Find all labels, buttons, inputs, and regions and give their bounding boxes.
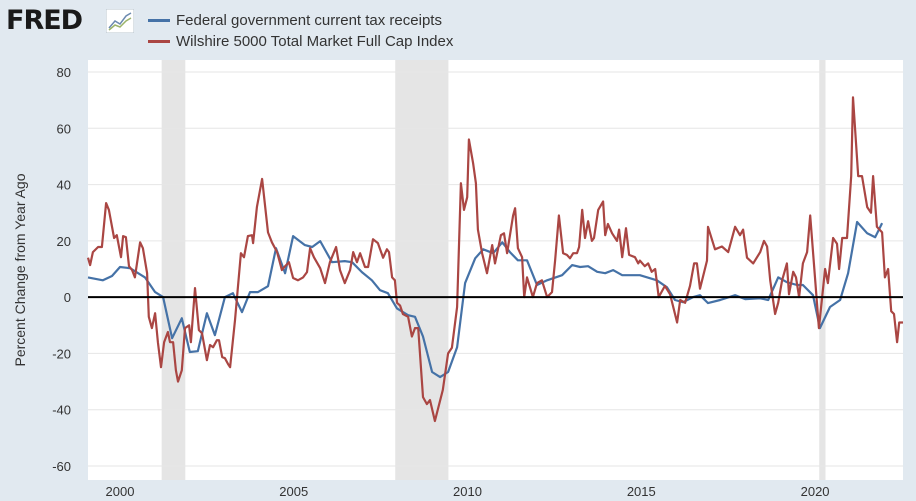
legend-swatch-red	[148, 40, 170, 43]
fred-logo-graph-icon	[106, 9, 134, 33]
y-tick-label: 0	[64, 290, 71, 305]
plot-area	[88, 60, 903, 480]
y-tick-label: 20	[57, 234, 71, 249]
fred-logo[interactable]: FRED	[6, 5, 83, 36]
legend-label: Wilshire 5000 Total Market Full Cap Inde…	[176, 33, 454, 50]
series-line-wilshire	[86, 96, 903, 423]
y-tick-label: -60	[52, 459, 71, 474]
legend-swatch-blue	[148, 19, 170, 22]
x-tick-label: 2005	[279, 484, 308, 499]
x-tick-label: 2000	[106, 484, 135, 499]
legend-item-tax-receipts[interactable]: Federal government current tax receipts	[148, 12, 442, 29]
recession-shade	[819, 60, 826, 480]
x-tick-label: 2010	[453, 484, 482, 499]
y-tick-label: -20	[52, 346, 71, 361]
legend-label: Federal government current tax receipts	[176, 12, 442, 29]
y-axis-label: Percent Change from Year Ago	[12, 173, 28, 367]
legend-item-wilshire[interactable]: Wilshire 5000 Total Market Full Cap Inde…	[148, 33, 453, 50]
y-tick-label: 40	[57, 178, 71, 193]
x-tick-label: 2020	[801, 484, 830, 499]
recession-shade	[161, 60, 186, 480]
recession-shade	[395, 60, 449, 480]
y-tick-label: 80	[57, 65, 71, 80]
y-tick-label: 60	[57, 121, 71, 136]
x-tick-label: 2015	[627, 484, 656, 499]
y-tick-label: -40	[52, 403, 71, 418]
